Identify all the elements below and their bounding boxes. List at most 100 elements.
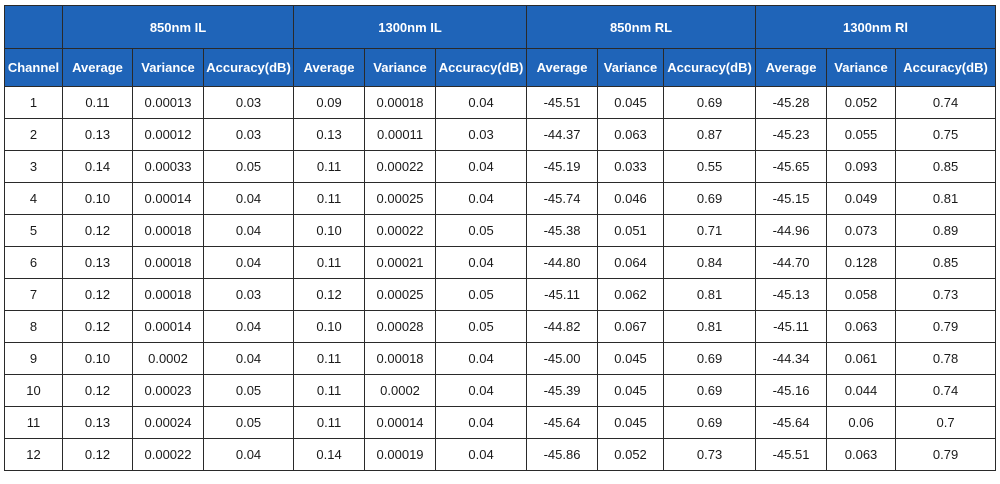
cell-850nm-il-variance: 0.00023: [132, 374, 204, 407]
cell-850nm-rl-accuracy: 0.87: [663, 118, 757, 151]
cell-1300nm-il-average: 0.11: [293, 406, 366, 439]
cell-850nm-rl-accuracy: 0.84: [663, 246, 757, 279]
cell-850nm-rl-variance: 0.051: [597, 214, 665, 247]
cell-850nm-il-variance: 0.00012: [132, 118, 204, 151]
cell-850nm-rl-accuracy: 0.69: [663, 374, 757, 407]
cell-1300nm-il-average: 0.11: [293, 150, 366, 183]
cell-1300nm-il-variance: 0.00025: [364, 182, 437, 215]
cell-850nm-rl-average: -45.51: [526, 86, 599, 119]
cell-850nm-rl-accuracy: 0.69: [663, 86, 757, 119]
cell-850nm-rl-variance: 0.062: [597, 278, 665, 311]
cell-850nm-rl-average: -45.00: [526, 342, 599, 375]
table-header: 850nm IL 1300nm IL 850nm RL 1300nm Rl Ch…: [4, 5, 997, 87]
cell-1300nm-rl-variance: 0.058: [826, 278, 897, 311]
cell-850nm-rl-accuracy: 0.55: [663, 150, 757, 183]
column-header-average: Average: [526, 48, 599, 87]
group-header-1300nm-rl: 1300nm Rl: [755, 5, 997, 49]
cell-1300nm-rl-accuracy: 0.74: [895, 374, 997, 407]
cell-850nm-il-variance: 0.00014: [132, 182, 204, 215]
table-row: 10 0.12 0.00023 0.05 0.11 0.0002 0.04 -45.39 0.0…: [4, 374, 997, 407]
column-header-variance: Variance: [597, 48, 665, 87]
cell-850nm-rl-average: -45.11: [526, 278, 599, 311]
table-row: 6 0.13 0.00018 0.04 0.11 0.00021 0.04 -44.80 0.0…: [4, 246, 997, 279]
cell-850nm-il-average: 0.13: [62, 246, 133, 279]
cell-1300nm-il-variance: 0.0002: [364, 374, 437, 407]
cell-1300nm-il-average: 0.11: [293, 374, 366, 407]
column-header-accuracy: Accuracy(dB): [202, 48, 295, 87]
cell-1300nm-rl-average: -45.51: [755, 438, 828, 471]
cell-850nm-il-average: 0.12: [62, 438, 133, 471]
cell-1300nm-rl-variance: 0.063: [826, 438, 897, 471]
table-row: 9 0.10 0.0002 0.04 0.11 0.00018 0.04 -45.00 0.04…: [4, 342, 997, 375]
cell-1300nm-rl-average: -45.64: [755, 406, 828, 439]
cell-1300nm-rl-accuracy: 0.85: [895, 246, 997, 279]
cell-1300nm-rl-accuracy: 0.79: [895, 438, 997, 471]
cell-850nm-rl-accuracy: 0.69: [663, 406, 757, 439]
cell-850nm-il-accuracy: 0.04: [202, 246, 295, 279]
cell-channel: 11: [4, 406, 63, 439]
cell-1300nm-rl-average: -45.11: [755, 310, 828, 343]
cell-1300nm-rl-variance: 0.128: [826, 246, 897, 279]
cell-850nm-il-accuracy: 0.05: [202, 374, 295, 407]
cell-1300nm-il-variance: 0.00028: [364, 310, 437, 343]
cell-1300nm-il-variance: 0.00018: [364, 86, 437, 119]
cell-1300nm-il-average: 0.12: [293, 278, 366, 311]
cell-1300nm-rl-average: -45.15: [755, 182, 828, 215]
cell-850nm-il-variance: 0.00013: [132, 86, 204, 119]
cell-1300nm-il-accuracy: 0.04: [435, 150, 528, 183]
cell-850nm-rl-average: -44.37: [526, 118, 599, 151]
column-header-accuracy: Accuracy(dB): [895, 48, 997, 87]
cell-850nm-il-average: 0.11: [62, 86, 133, 119]
cell-850nm-rl-variance: 0.045: [597, 86, 665, 119]
cell-850nm-il-accuracy: 0.04: [202, 214, 295, 247]
group-header-1300nm-il: 1300nm IL: [293, 5, 528, 49]
cell-850nm-il-average: 0.14: [62, 150, 133, 183]
cell-1300nm-il-accuracy: 0.04: [435, 86, 528, 119]
cell-1300nm-rl-average: -45.65: [755, 150, 828, 183]
cell-850nm-rl-average: -44.80: [526, 246, 599, 279]
group-header-850nm-rl: 850nm RL: [526, 5, 757, 49]
cell-850nm-il-variance: 0.00018: [132, 214, 204, 247]
cell-1300nm-il-average: 0.10: [293, 310, 366, 343]
cell-850nm-il-accuracy: 0.04: [202, 342, 295, 375]
cell-850nm-rl-average: -44.82: [526, 310, 599, 343]
cell-850nm-rl-variance: 0.045: [597, 374, 665, 407]
cell-850nm-il-accuracy: 0.03: [202, 278, 295, 311]
cell-1300nm-rl-variance: 0.049: [826, 182, 897, 215]
table-row: 5 0.12 0.00018 0.04 0.10 0.00022 0.05 -45.38 0.0…: [4, 214, 997, 247]
cell-1300nm-rl-accuracy: 0.81: [895, 182, 997, 215]
cell-850nm-il-average: 0.12: [62, 310, 133, 343]
cell-channel: 12: [4, 438, 63, 471]
cell-1300nm-il-accuracy: 0.04: [435, 374, 528, 407]
cell-850nm-rl-accuracy: 0.71: [663, 214, 757, 247]
cell-850nm-rl-average: -45.64: [526, 406, 599, 439]
cell-1300nm-il-average: 0.11: [293, 342, 366, 375]
cell-1300nm-rl-average: -45.13: [755, 278, 828, 311]
table-row: 4 0.10 0.00014 0.04 0.11 0.00025 0.04 -45.74 0.0…: [4, 182, 997, 215]
table-row: 8 0.12 0.00014 0.04 0.10 0.00028 0.05 -44.82 0.0…: [4, 310, 997, 343]
cell-1300nm-il-average: 0.10: [293, 214, 366, 247]
cell-1300nm-il-accuracy: 0.04: [435, 438, 528, 471]
group-header-row: 850nm IL 1300nm IL 850nm RL 1300nm Rl: [4, 5, 997, 49]
cell-850nm-il-average: 0.10: [62, 182, 133, 215]
table-row: 11 0.13 0.00024 0.05 0.11 0.00014 0.04 -45.64 0.…: [4, 406, 997, 439]
cell-channel: 9: [4, 342, 63, 375]
cell-850nm-il-average: 0.12: [62, 374, 133, 407]
column-header-channel: Channel: [4, 48, 63, 87]
group-header-850nm-il: 850nm IL: [61, 5, 295, 49]
cell-1300nm-il-variance: 0.00011: [364, 118, 437, 151]
column-header-variance: Variance: [132, 48, 204, 87]
cell-1300nm-rl-accuracy: 0.75: [895, 118, 997, 151]
cell-1300nm-il-accuracy: 0.04: [435, 182, 528, 215]
cell-channel: 4: [4, 182, 63, 215]
table-row: 3 0.14 0.00033 0.05 0.11 0.00022 0.04 -45.19 0.0…: [4, 150, 997, 183]
cell-1300nm-il-average: 0.11: [293, 246, 366, 279]
column-header-average: Average: [293, 48, 366, 87]
cell-channel: 7: [4, 278, 63, 311]
cell-1300nm-rl-accuracy: 0.74: [895, 86, 997, 119]
cell-1300nm-il-variance: 0.00021: [364, 246, 437, 279]
cell-850nm-rl-variance: 0.033: [597, 150, 665, 183]
cell-1300nm-rl-variance: 0.06: [826, 406, 897, 439]
cell-850nm-il-average: 0.13: [62, 118, 133, 151]
cell-1300nm-rl-accuracy: 0.78: [895, 342, 997, 375]
